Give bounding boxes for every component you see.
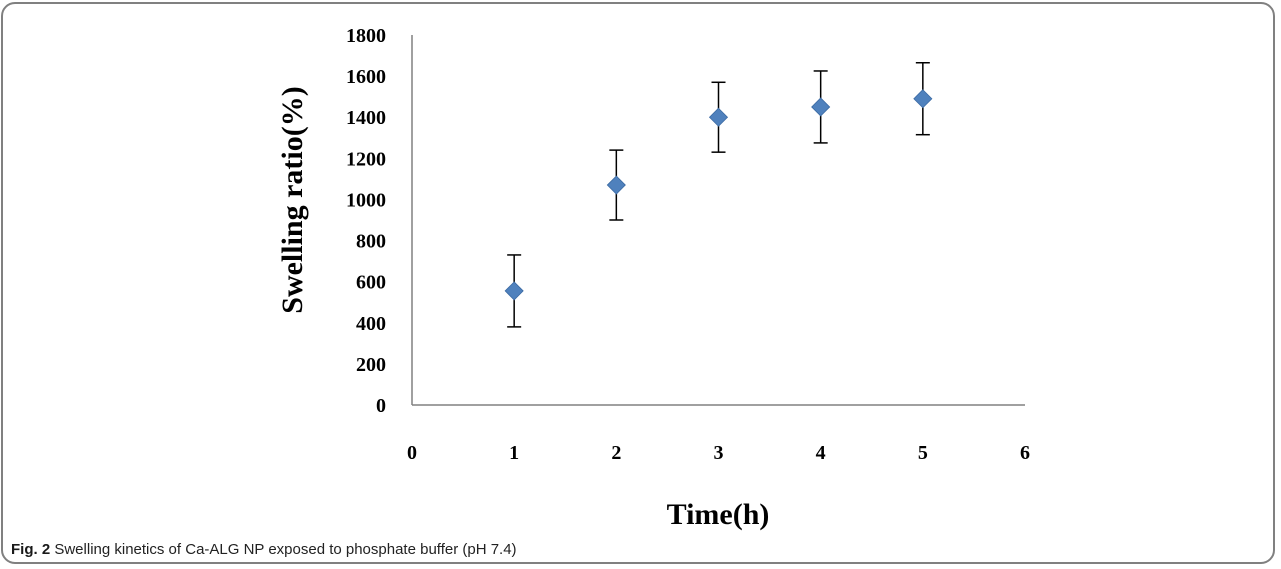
y-tick-label: 600	[356, 272, 386, 294]
x-tick-label: 6	[1020, 442, 1030, 464]
y-tick-label: 1600	[346, 66, 386, 88]
x-tick-label: 3	[714, 442, 724, 464]
x-tick-label: 2	[611, 442, 621, 464]
x-axis-title: Time(h)	[667, 498, 770, 531]
data-point	[811, 97, 831, 117]
y-tick-label: 400	[356, 313, 386, 335]
error-bars	[507, 62, 930, 328]
data-point	[913, 89, 933, 109]
x-tick-label: 1	[509, 442, 519, 464]
figure-caption: Fig. 2 Swelling kinetics of Ca-ALG NP ex…	[11, 541, 517, 558]
x-tick-label: 5	[918, 442, 928, 464]
y-tick-labels: 0 200 400 600 800 1000 1200 1400 1600 1800	[346, 25, 386, 417]
x-tick-labels: 0 1 2 3 4 5 6	[407, 442, 1030, 464]
y-axis-title: Swelling ratio(%)	[276, 86, 309, 313]
caption-text: Swelling kinetics of Ca-ALG NP exposed t…	[54, 541, 517, 558]
x-tick-label: 4	[816, 442, 826, 464]
x-tick-label: 0	[407, 442, 417, 464]
data-point	[708, 107, 729, 127]
caption-label: Fig. 2	[11, 541, 51, 558]
y-tick-label: 1800	[346, 25, 386, 47]
y-tick-label: 1000	[346, 189, 386, 211]
y-tick-label: 200	[356, 354, 386, 376]
data-point	[606, 175, 626, 195]
y-tick-label: 800	[356, 231, 386, 253]
y-tick-label: 0	[376, 395, 386, 417]
data-points	[504, 89, 933, 301]
y-tick-label: 1400	[346, 107, 386, 129]
data-point	[504, 281, 524, 301]
y-tick-label: 1200	[346, 148, 386, 170]
